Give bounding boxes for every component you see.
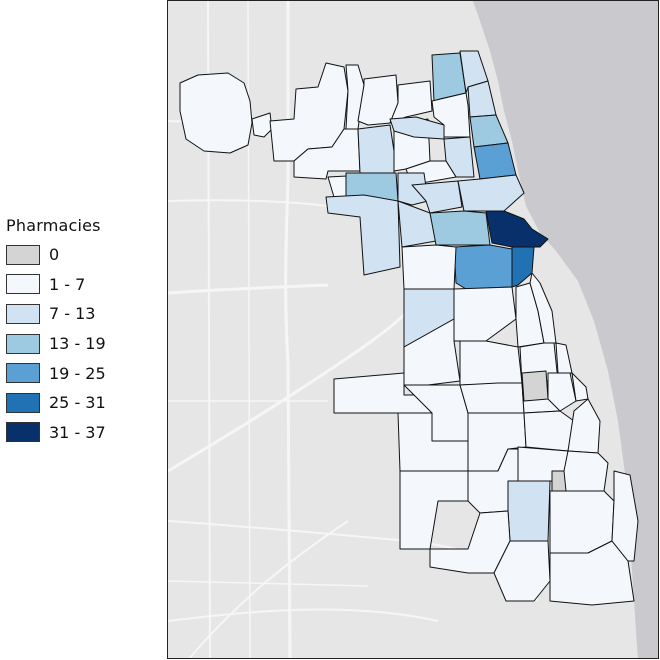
legend-item: 25 - 31 — [6, 388, 156, 418]
legend-label: 0 — [49, 245, 60, 265]
legend-label: 7 - 13 — [49, 304, 96, 324]
community-area[interactable] — [473, 142, 517, 180]
community-area[interactable] — [459, 382, 525, 414]
community-area[interactable] — [411, 180, 463, 214]
choropleth-map[interactable] — [168, 1, 659, 659]
community-area[interactable] — [429, 210, 491, 246]
legend-swatch — [6, 303, 40, 324]
legend-label: 1 - 7 — [49, 274, 86, 294]
community-area[interactable] — [251, 112, 273, 138]
legend-swatch — [6, 363, 40, 384]
community-area[interactable] — [485, 210, 549, 248]
community-area[interactable] — [443, 136, 475, 178]
legend-rows: 0 1 - 7 7 - 13 13 - 19 19 - 25 25 - 31 3… — [6, 240, 156, 447]
community-area[interactable] — [567, 398, 601, 454]
community-areas — [179, 50, 639, 606]
legend-label: 31 - 37 — [49, 422, 106, 442]
community-area[interactable] — [397, 172, 429, 206]
community-area[interactable] — [571, 372, 589, 402]
legend-item: 0 — [6, 240, 156, 270]
legend-swatch — [6, 274, 40, 295]
community-area[interactable] — [529, 272, 557, 344]
community-area[interactable] — [401, 244, 457, 290]
community-area[interactable] — [511, 246, 535, 288]
community-area[interactable] — [459, 340, 523, 386]
community-area[interactable] — [555, 342, 573, 374]
community-area[interactable] — [453, 244, 513, 290]
legend-swatch — [6, 392, 40, 413]
community-area[interactable] — [611, 470, 639, 562]
community-area[interactable] — [357, 124, 395, 174]
community-area[interactable] — [523, 410, 575, 452]
lake-michigan — [468, 1, 658, 658]
legend-label: 25 - 31 — [49, 393, 106, 413]
legend-item: 31 - 37 — [6, 418, 156, 448]
legend-swatch — [6, 422, 40, 443]
community-area[interactable] — [549, 490, 615, 554]
community-area[interactable] — [549, 540, 635, 606]
community-area[interactable] — [507, 480, 551, 542]
legend-swatch — [6, 244, 40, 265]
legend-item: 1 - 7 — [6, 270, 156, 300]
community-area[interactable] — [179, 72, 253, 154]
legend-item: 19 - 25 — [6, 358, 156, 388]
community-area[interactable] — [431, 92, 471, 138]
community-area[interactable] — [563, 450, 609, 492]
community-area[interactable] — [325, 194, 401, 276]
legend-item: 7 - 13 — [6, 299, 156, 329]
community-area[interactable] — [521, 370, 549, 402]
map-legend: Pharmacies 0 1 - 7 7 - 13 13 - 19 19 - 2… — [6, 216, 156, 447]
legend-item: 13 - 19 — [6, 329, 156, 359]
map-frame[interactable] — [167, 0, 659, 659]
legend-title: Pharmacies — [6, 216, 101, 235]
community-area[interactable] — [389, 80, 433, 124]
legend-swatch — [6, 333, 40, 354]
legend-label: 19 - 25 — [49, 363, 106, 383]
legend-label: 13 - 19 — [49, 334, 106, 354]
community-area[interactable] — [357, 74, 399, 126]
